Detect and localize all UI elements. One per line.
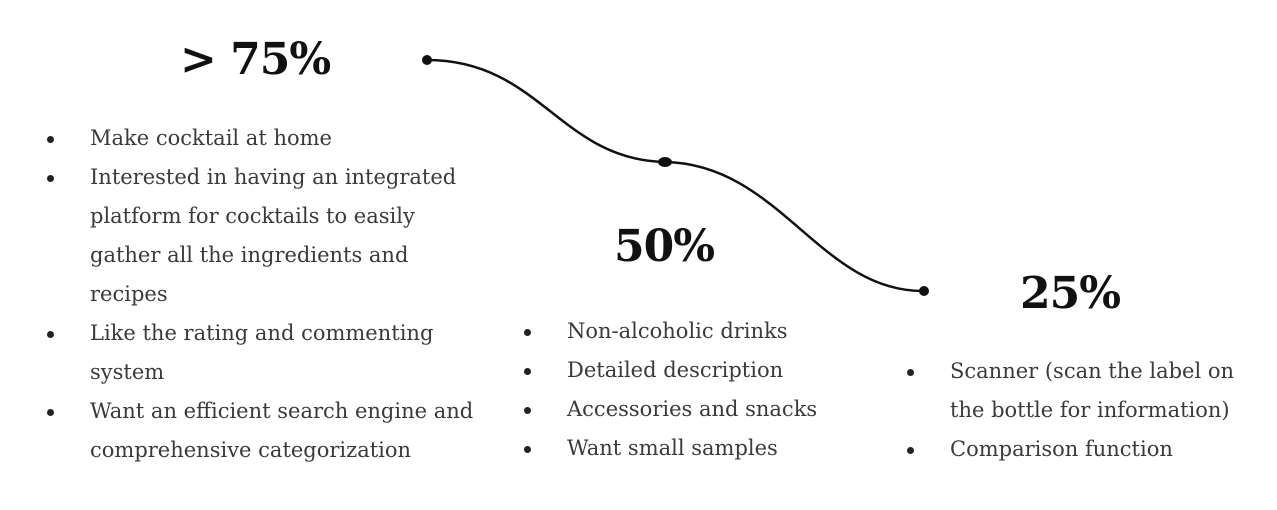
stage-percent-25: 25% — [1020, 268, 1121, 319]
list-item-text: Comparison function — [950, 437, 1173, 461]
list-item: Non-alcoholic drinks — [524, 312, 867, 351]
list-item: Accessories and snacks — [524, 390, 867, 429]
list-item: Make cocktail at home — [47, 119, 480, 158]
list-item-text: Want small samples — [567, 436, 778, 460]
list-item-text: Want an efficient search engine and comp… — [90, 399, 474, 462]
list-item-text: Scanner (scan the label on the bottle fo… — [950, 359, 1235, 422]
bullet-icon — [524, 407, 531, 414]
connector-dot-middle — [658, 157, 672, 167]
connector-dot-start — [422, 55, 432, 65]
list-item: Want an efficient search engine and comp… — [47, 392, 480, 470]
stage-percent-75: > 75% — [180, 34, 331, 85]
list-item-text: Accessories and snacks — [567, 397, 818, 421]
list-item: Like the rating and commenting system — [47, 314, 480, 392]
bullet-icon — [47, 175, 54, 182]
list-item: Scanner (scan the label on the bottle fo… — [907, 352, 1260, 430]
stage-75-list: Make cocktail at home Interested in havi… — [47, 119, 480, 470]
bullet-icon — [907, 447, 914, 454]
bullet-icon — [524, 329, 531, 336]
list-item: Comparison function — [907, 430, 1260, 469]
stage-25-list: Scanner (scan the label on the bottle fo… — [907, 352, 1260, 469]
bullet-icon — [907, 369, 914, 376]
list-item-text: Interested in having an integrated platf… — [90, 165, 457, 306]
stage-50-list: Non-alcoholic drinks Detailed descriptio… — [524, 312, 867, 468]
connector-dot-end — [919, 286, 929, 296]
list-item: Interested in having an integrated platf… — [47, 158, 480, 314]
list-item: Detailed description — [524, 351, 867, 390]
list-item-text: Make cocktail at home — [90, 126, 332, 150]
list-item-text: Like the rating and commenting system — [90, 321, 434, 384]
stage-percent-50: 50% — [614, 221, 715, 272]
bullet-icon — [47, 331, 54, 338]
list-item: Want small samples — [524, 429, 867, 468]
list-item-text: Non-alcoholic drinks — [567, 319, 788, 343]
bullet-icon — [524, 368, 531, 375]
bullet-icon — [524, 446, 531, 453]
bullet-icon — [47, 136, 54, 143]
list-item-text: Detailed description — [567, 358, 784, 382]
bullet-icon — [47, 409, 54, 416]
